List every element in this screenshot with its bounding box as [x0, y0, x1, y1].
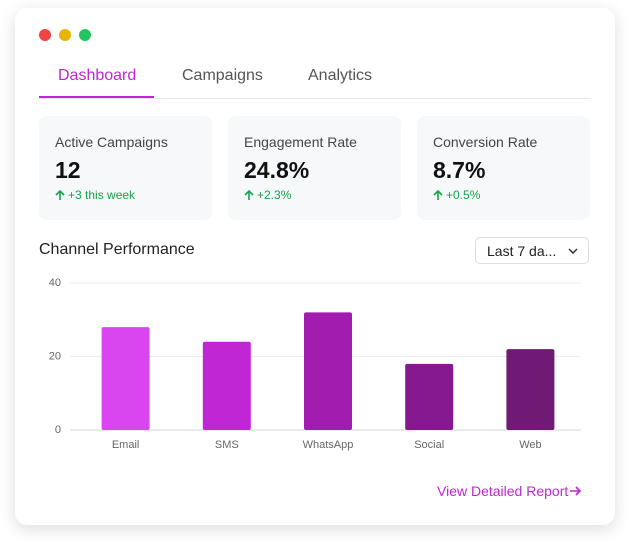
bar	[101, 327, 150, 430]
stat-change: +0.5%	[433, 188, 480, 202]
active-tab-underline	[39, 96, 154, 98]
stat-card: Active Campaigns 12 +3 this week	[39, 116, 212, 220]
bar	[405, 363, 454, 430]
section-title: Channel Performance	[39, 241, 195, 258]
y-tick-label: 20	[49, 350, 61, 362]
up-arrow-icon	[244, 189, 254, 200]
tab[interactable]: Dashboard	[58, 67, 137, 84]
x-tick-label: Social	[414, 439, 444, 451]
stat-change-text: +3 this week	[68, 188, 136, 202]
y-tick-label: 40	[49, 277, 61, 289]
stat-label: Engagement Rate	[244, 134, 357, 150]
detail-link[interactable]: View Detailed Report	[437, 483, 582, 499]
chart: 0 20 40 Email SMS WhatsApp Social Web	[49, 277, 581, 451]
stat-label: Conversion Rate	[433, 134, 538, 150]
stat-change-text: +0.5%	[446, 188, 481, 202]
y-tick-label: 0	[55, 424, 61, 436]
stat-value: 12	[55, 157, 81, 183]
range-select[interactable]: Last 7 da...	[475, 237, 589, 264]
stat-value: 24.8%	[244, 157, 310, 183]
tab[interactable]: Analytics	[308, 67, 373, 84]
stat-label: Active Campaigns	[55, 134, 168, 150]
stat-card: Engagement Rate 24.8% +2.3%	[228, 116, 401, 220]
bar	[506, 349, 555, 430]
chevron-icon	[568, 247, 578, 254]
bar	[202, 341, 251, 430]
up-arrow-icon	[433, 189, 443, 200]
maximize-dot[interactable]	[79, 29, 91, 41]
bar	[304, 312, 352, 430]
minimize-dot[interactable]	[59, 29, 71, 41]
stat-value: 8.7%	[433, 157, 486, 183]
arrow-icon	[570, 486, 582, 496]
range-select-text: Last 7 da...	[487, 242, 557, 259]
up-arrow-icon	[55, 189, 65, 200]
stat-change-text: +2.3%	[257, 188, 292, 202]
x-tick-label: Web	[519, 439, 541, 451]
tab-divider	[39, 98, 591, 99]
x-tick-label: Email	[112, 439, 140, 451]
window	[15, 8, 615, 525]
tab[interactable]: Campaigns	[182, 67, 263, 84]
stat-change: +2.3%	[244, 188, 291, 202]
x-tick-label: SMS	[215, 439, 239, 451]
stat-card: Conversion Rate 8.7% +0.5%	[417, 116, 590, 220]
link-text: View Detailed Report	[437, 483, 569, 499]
x-tick-label: WhatsApp	[303, 439, 354, 451]
stat-change: +3 this week	[55, 188, 135, 202]
close-dot[interactable]	[39, 29, 51, 41]
